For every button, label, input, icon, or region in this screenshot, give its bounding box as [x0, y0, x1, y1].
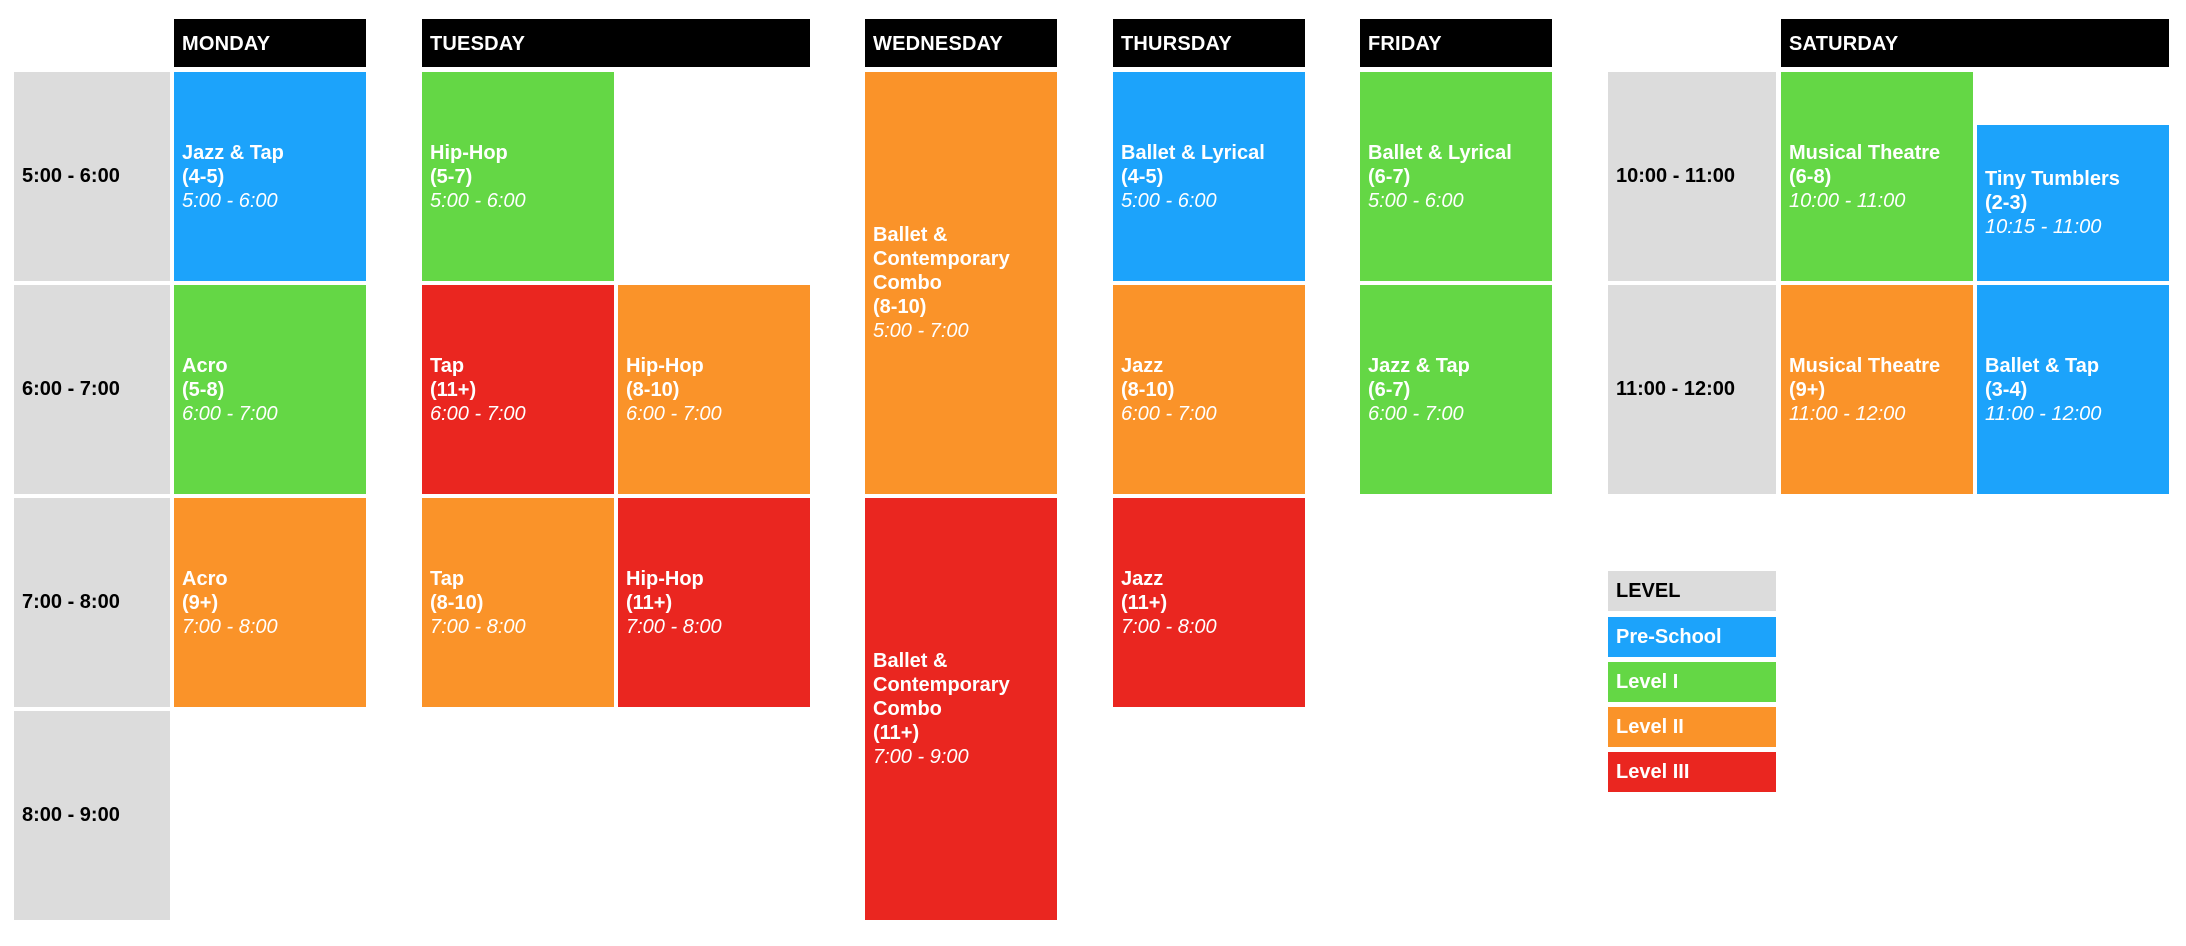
- class-age: (5-8): [182, 378, 225, 401]
- class-card-saturday-tiny-tumblers[interactable]: Tiny Tumblers (2-3) 10:15 - 11:00: [1977, 125, 2169, 281]
- class-age: (6-7): [1368, 378, 1411, 401]
- class-name: Musical Theatre: [1789, 354, 1941, 377]
- time-slot-5: 5:00 - 6:00: [14, 72, 170, 281]
- class-time: 7:00 - 8:00: [626, 615, 722, 638]
- class-name-line-3: Combo: [873, 272, 942, 294]
- time-slot-8: 8:00 - 9:00: [14, 711, 170, 920]
- time-slot-7: 7:00 - 8:00: [14, 498, 170, 707]
- class-time: 11:00 - 12:00: [1789, 402, 1906, 425]
- class-card-tuesday-hiphop-11[interactable]: Hip-Hop (11+) 7:00 - 8:00: [618, 498, 810, 707]
- class-time: 7:00 - 8:00: [430, 615, 526, 638]
- class-card-monday-jazz-tap[interactable]: Jazz & Tap (4-5) 5:00 - 6:00: [174, 72, 366, 281]
- saturday-time-slot-10: 10:00 - 11:00: [1608, 72, 1776, 281]
- class-name: Ballet & Lyrical: [1368, 141, 1512, 164]
- class-time: 5:00 - 7:00: [873, 320, 969, 342]
- legend-item-level-3: Level III: [1608, 752, 1776, 792]
- class-time: 6:00 - 7:00: [182, 402, 278, 425]
- class-name: Tap: [430, 354, 465, 377]
- class-card-tuesday-tap-11[interactable]: Tap (11+) 6:00 - 7:00: [422, 285, 614, 494]
- class-age: (6-7): [1368, 165, 1411, 188]
- class-card-monday-acro-9[interactable]: Acro (9+) 7:00 - 8:00: [174, 498, 366, 707]
- class-name-line-2: Contemporary: [873, 674, 1010, 696]
- class-card-wednesday-ballet-contemporary-11[interactable]: Ballet & Contemporary Combo (11+) 7:00 -…: [865, 498, 1057, 920]
- class-card-thursday-ballet-lyrical[interactable]: Ballet & Lyrical (4-5) 5:00 - 6:00: [1113, 72, 1305, 281]
- class-name-line-1: Ballet &: [873, 650, 948, 672]
- legend-item-level-1: Level I: [1608, 662, 1776, 702]
- class-name: Tiny Tumblers: [1985, 168, 2120, 190]
- legend-item-pre-school: Pre-School: [1608, 617, 1776, 657]
- class-time: 5:00 - 6:00: [1368, 189, 1464, 212]
- class-time: 6:00 - 7:00: [626, 402, 722, 425]
- class-age: (6-8): [1789, 165, 1832, 188]
- class-time: 5:00 - 6:00: [182, 189, 278, 212]
- class-name: Ballet & Lyrical: [1121, 141, 1265, 164]
- class-age: (11+): [1121, 591, 1168, 614]
- header-wednesday: WEDNESDAY: [865, 19, 1057, 67]
- class-card-saturday-musical-theatre-9[interactable]: Musical Theatre (9+) 11:00 - 12:00: [1781, 285, 1973, 494]
- class-card-friday-ballet-lyrical[interactable]: Ballet & Lyrical (6-7) 5:00 - 6:00: [1360, 72, 1552, 281]
- class-age: (11+): [626, 591, 673, 614]
- class-time: 6:00 - 7:00: [1121, 402, 1217, 425]
- header-monday: MONDAY: [174, 19, 366, 67]
- class-card-monday-acro-5-8[interactable]: Acro (5-8) 6:00 - 7:00: [174, 285, 366, 494]
- class-card-tuesday-hiphop-8-10[interactable]: Hip-Hop (8-10) 6:00 - 7:00: [618, 285, 810, 494]
- saturday-time-slot-11: 11:00 - 12:00: [1608, 285, 1776, 494]
- class-name-line-2: Contemporary: [873, 248, 1010, 270]
- class-name: Hip-Hop: [430, 141, 508, 164]
- class-card-saturday-ballet-tap[interactable]: Ballet & Tap (3-4) 11:00 - 12:00: [1977, 285, 2169, 494]
- class-age: (4-5): [182, 165, 225, 188]
- class-age: (8-10): [1121, 378, 1175, 401]
- class-age: (8-10): [626, 378, 680, 401]
- class-time: 5:00 - 6:00: [430, 189, 526, 212]
- class-age: (11+): [430, 378, 477, 401]
- class-name: Hip-Hop: [626, 567, 704, 590]
- class-name: Ballet & Tap: [1985, 354, 2100, 377]
- header-thursday: THURSDAY: [1113, 19, 1305, 67]
- class-age: (9+): [1789, 378, 1826, 401]
- header-friday: FRIDAY: [1360, 19, 1552, 67]
- class-age: (9+): [182, 591, 219, 614]
- class-time: 7:00 - 9:00: [873, 746, 969, 768]
- header-saturday: SATURDAY: [1781, 19, 2169, 67]
- class-name: Acro: [182, 567, 228, 590]
- class-card-wednesday-ballet-contemporary-8-10[interactable]: Ballet & Contemporary Combo (8-10) 5:00 …: [865, 72, 1057, 494]
- class-time: 6:00 - 7:00: [430, 402, 526, 425]
- class-card-saturday-musical-theatre-6-8[interactable]: Musical Theatre (6-8) 10:00 - 11:00: [1781, 72, 1973, 281]
- class-time: 5:00 - 6:00: [1121, 189, 1217, 212]
- class-time: 7:00 - 8:00: [182, 615, 278, 638]
- class-name: Hip-Hop: [626, 354, 704, 377]
- header-tuesday: TUESDAY: [422, 19, 810, 67]
- class-age: (3-4): [1985, 378, 2028, 401]
- class-time: 11:00 - 12:00: [1985, 402, 2102, 425]
- class-time: 7:00 - 8:00: [1121, 615, 1217, 638]
- class-time: 6:00 - 7:00: [1368, 402, 1464, 425]
- class-age: (4-5): [1121, 165, 1164, 188]
- class-name-line-1: Ballet &: [873, 224, 948, 246]
- class-card-tuesday-hiphop-5-7[interactable]: Hip-Hop (5-7) 5:00 - 6:00: [422, 72, 614, 281]
- class-name: Musical Theatre: [1789, 141, 1941, 164]
- class-age: (8-10): [873, 296, 927, 318]
- legend-title: LEVEL: [1608, 571, 1776, 611]
- class-age: (11+): [873, 722, 920, 744]
- class-age: (2-3): [1985, 192, 2028, 214]
- class-card-thursday-jazz-11[interactable]: Jazz (11+) 7:00 - 8:00: [1113, 498, 1305, 707]
- class-time: 10:00 - 11:00: [1789, 189, 1906, 212]
- class-time: 10:15 - 11:00: [1985, 216, 2102, 238]
- class-name: Acro: [182, 354, 228, 377]
- class-name: Jazz & Tap: [1368, 354, 1470, 377]
- class-name: Jazz & Tap: [182, 141, 284, 164]
- class-age: (8-10): [430, 591, 484, 614]
- class-age: (5-7): [430, 165, 473, 188]
- class-name-line-3: Combo: [873, 698, 942, 720]
- class-name: Tap: [430, 567, 465, 590]
- class-name: Jazz: [1121, 567, 1164, 590]
- class-card-friday-jazz-tap[interactable]: Jazz & Tap (6-7) 6:00 - 7:00: [1360, 285, 1552, 494]
- time-slot-6: 6:00 - 7:00: [14, 285, 170, 494]
- class-card-tuesday-tap-8-10[interactable]: Tap (8-10) 7:00 - 8:00: [422, 498, 614, 707]
- class-card-thursday-jazz-8-10[interactable]: Jazz (8-10) 6:00 - 7:00: [1113, 285, 1305, 494]
- legend-item-level-2: Level II: [1608, 707, 1776, 747]
- class-name: Jazz: [1121, 354, 1164, 377]
